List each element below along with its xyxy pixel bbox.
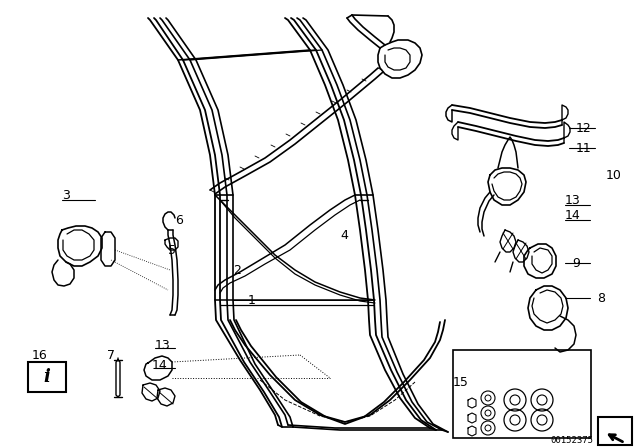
Bar [598, 417, 632, 445]
Text: 1: 1 [248, 293, 256, 306]
Text: 2: 2 [233, 263, 241, 276]
Text: 16: 16 [32, 349, 48, 362]
Text: 8: 8 [597, 292, 605, 305]
Text: 12: 12 [576, 121, 592, 134]
Bar [453, 350, 591, 438]
Text: 14: 14 [565, 208, 580, 221]
Text: 11: 11 [576, 142, 592, 155]
Text: 9: 9 [572, 257, 580, 270]
Text: 3: 3 [62, 189, 70, 202]
Bar [28, 362, 66, 392]
Text: 4: 4 [340, 228, 348, 241]
Text: i: i [44, 368, 51, 386]
Text: 5: 5 [168, 244, 176, 257]
Text: 14: 14 [152, 358, 168, 371]
Text: 13: 13 [155, 339, 171, 352]
Text: 6: 6 [175, 214, 183, 227]
Text: 15: 15 [453, 375, 469, 388]
Text: 00152375: 00152375 [550, 435, 593, 444]
Text: 7: 7 [107, 349, 115, 362]
Text: 10: 10 [606, 168, 622, 181]
Text: 13: 13 [565, 194, 580, 207]
